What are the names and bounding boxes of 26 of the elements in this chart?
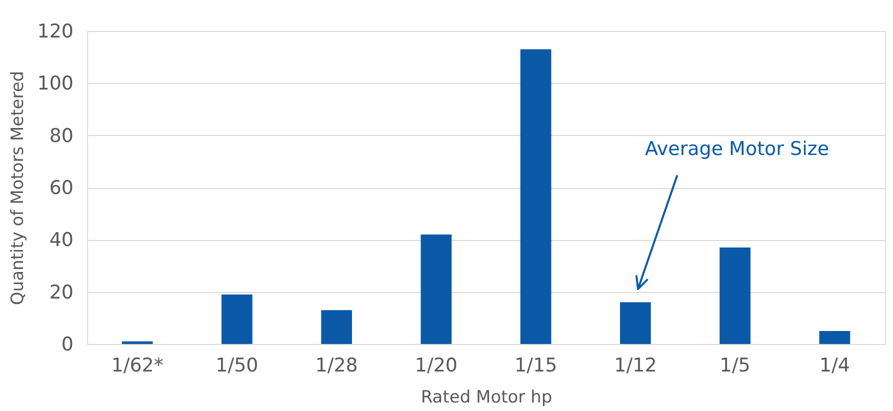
x-tick-label: 1/50 [216,354,258,376]
bar [221,294,252,344]
bar [122,341,153,344]
y-tick-label: 60 [49,177,74,199]
y-tick-label: 40 [49,229,74,252]
bar [620,302,651,344]
bar [720,247,751,344]
annotation: Average Motor Size [644,138,830,160]
y-tick-label: 0 [61,334,74,356]
x-tick-label: 1/28 [315,354,358,376]
y-tick-label: 100 [37,72,74,95]
x-tick-label: 1/20 [414,354,458,376]
bar [420,234,452,344]
x-tick-label: 1/4 [819,354,850,376]
x-axis-title: Rated Motor hp [420,388,552,408]
y-tick-label: 120 [37,20,74,42]
y-tick-label: 80 [49,124,74,147]
x-tick-label: 1/12 [614,354,657,376]
y-axis-title: Quantity of Motors Metered [8,70,28,306]
bar [321,310,352,344]
x-tick-label: 1/15 [514,354,558,376]
x-tick-label: 1/5 [720,354,750,376]
bar [819,330,850,344]
y-tick-label: 20 [49,281,74,304]
bar [520,49,552,344]
x-tick-label: 1/62* [111,354,164,376]
